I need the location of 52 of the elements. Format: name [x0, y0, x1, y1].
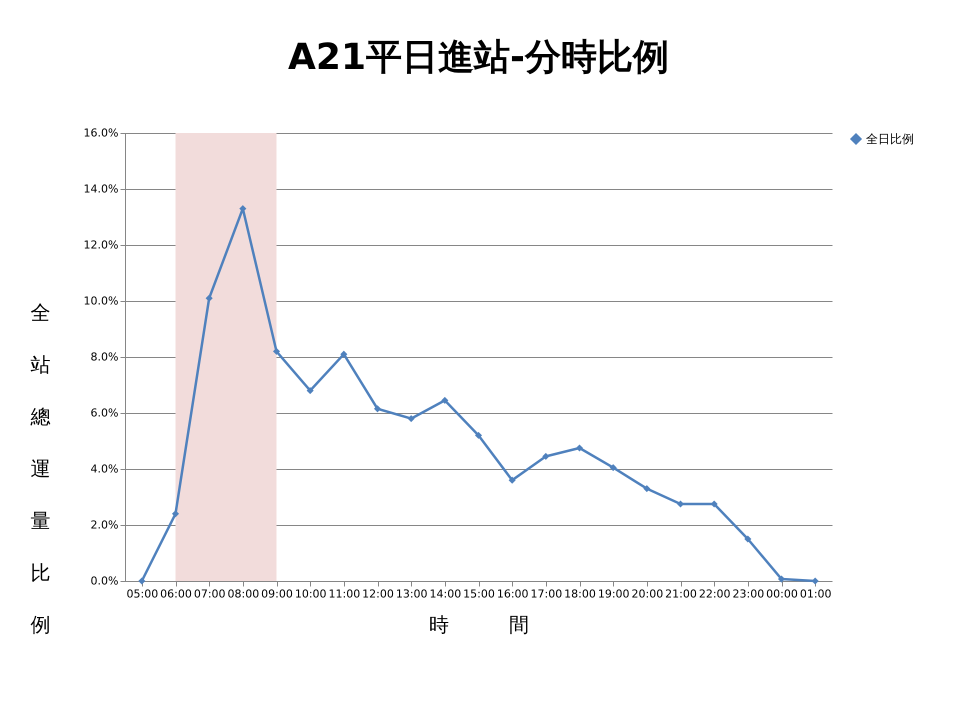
x-tick-label: 07:00	[194, 588, 226, 600]
x-tick-label: 11:00	[328, 588, 360, 600]
x-tick-label: 22:00	[698, 588, 731, 600]
x-tick-label: 15:00	[463, 588, 495, 600]
y-tick-label: 16.0%	[84, 126, 118, 140]
point	[812, 577, 819, 585]
y-tick-label: 4.0%	[90, 462, 118, 476]
x-axis-title: 時 間	[429, 612, 529, 636]
point	[441, 396, 448, 404]
legend-label: 全日比例	[866, 132, 914, 146]
x-tick-label: 05:00	[126, 588, 158, 600]
x-tick-label: 18:00	[564, 588, 596, 600]
point	[306, 387, 314, 394]
x-tick-label: 16:00	[496, 588, 529, 600]
x-tick-label: 09:00	[261, 588, 293, 600]
x-tick-label: 17:00	[530, 588, 562, 600]
y-tick-label: 10.0%	[84, 294, 118, 308]
y-tick-label: 8.0%	[90, 350, 118, 364]
x-tick-label: 12:00	[362, 588, 394, 600]
y-tick-label: 0.0%	[90, 574, 118, 588]
y-tick-label: 2.0%	[90, 518, 118, 532]
point	[508, 476, 516, 484]
x-tick-label: 23:00	[732, 588, 764, 600]
x-tick-label: 21:00	[665, 588, 697, 600]
point	[610, 464, 617, 472]
point	[408, 415, 415, 422]
point	[474, 432, 482, 439]
point	[206, 294, 213, 302]
point	[710, 500, 718, 508]
y-tick-label: 6.0%	[90, 406, 118, 420]
x-tick-label: 00:00	[766, 588, 798, 600]
y-tick-label: 12.0%	[84, 238, 118, 252]
x-tick-label: 13:00	[396, 588, 428, 600]
x-tick-label: 08:00	[227, 588, 260, 600]
point	[138, 577, 146, 585]
point	[374, 405, 382, 412]
x-tick-label: 10:00	[294, 588, 327, 600]
x-tick-label: 06:00	[160, 588, 192, 600]
point	[643, 485, 650, 492]
x-tick-label: 01:00	[800, 588, 832, 600]
text: 全站總運量比例	[30, 300, 50, 636]
x-tick-label: 14:00	[429, 588, 462, 600]
point	[340, 350, 348, 358]
point	[744, 535, 752, 543]
point	[576, 444, 584, 452]
x-tick-label: 19:00	[598, 588, 630, 600]
point	[542, 452, 550, 460]
x-tick-label: 20:00	[631, 588, 664, 600]
point	[172, 510, 180, 518]
chart-title: A21平日進站-分時比例	[288, 37, 669, 78]
y-tick-label: 14.0%	[84, 182, 118, 196]
point	[272, 348, 280, 355]
